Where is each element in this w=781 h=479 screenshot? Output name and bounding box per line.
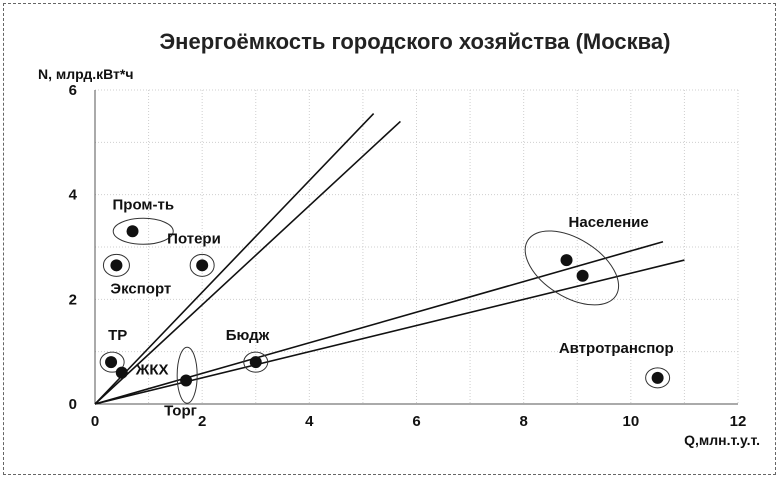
y-tick-label: 6 xyxy=(69,82,77,99)
chart-frame xyxy=(3,3,776,475)
point-label: ТР xyxy=(108,327,127,344)
data-point xyxy=(560,254,573,267)
data-point xyxy=(180,374,193,387)
trend-line xyxy=(94,259,685,405)
y-tick-label: 2 xyxy=(69,291,77,308)
x-tick-label: 6 xyxy=(412,413,420,430)
cluster-ellipse xyxy=(645,367,671,389)
axes: 0 2 4 6 8 10 12 0 2 4 6 xyxy=(69,82,747,430)
point-label: Пром-ть xyxy=(113,196,175,213)
data-points xyxy=(105,225,664,387)
cluster-ellipse xyxy=(112,217,174,245)
data-point xyxy=(576,269,589,282)
data-point xyxy=(249,356,262,369)
cluster-ellipses xyxy=(99,217,671,404)
x-tick-label: 8 xyxy=(519,413,527,430)
data-point xyxy=(105,356,118,369)
cluster-ellipse xyxy=(176,346,198,404)
point-label: Потери xyxy=(167,230,221,247)
x-axis-label: Q,млн.т.у.т. xyxy=(684,432,760,448)
point-label: Торг xyxy=(164,402,197,419)
point-label: Население xyxy=(569,214,649,231)
point-label: ЖКХ xyxy=(135,362,169,379)
x-tick-label: 0 xyxy=(91,413,99,430)
data-point xyxy=(651,371,664,384)
point-labels: Пром-ть Экспорт Потери ТР ЖКХ Торг Бюдж Населен… xyxy=(108,196,674,419)
data-point xyxy=(115,366,128,379)
chart-title: Энергоёмкость городского хозяйства (Моск… xyxy=(160,29,671,54)
cluster-ellipse xyxy=(189,253,215,277)
trend-line xyxy=(94,120,401,405)
y-axis-label: N, млрд.кВт*ч xyxy=(38,66,133,82)
cluster-ellipse xyxy=(102,253,130,277)
x-tick-label: 12 xyxy=(730,413,747,430)
x-tick-label: 2 xyxy=(198,413,206,430)
data-point xyxy=(126,225,139,238)
y-tick-label: 0 xyxy=(69,396,77,413)
data-point xyxy=(196,259,209,272)
data-point xyxy=(110,259,123,272)
point-label: Автротранспор xyxy=(559,340,674,357)
x-tick-label: 4 xyxy=(305,413,314,430)
cluster-ellipse xyxy=(524,230,620,306)
y-tick-label: 4 xyxy=(69,187,78,204)
cluster-ellipse xyxy=(243,351,269,373)
cluster-ellipse xyxy=(99,351,125,373)
point-label: Бюдж xyxy=(226,327,270,344)
trend-lines xyxy=(94,112,685,405)
x-tick-label: 10 xyxy=(622,413,639,430)
trend-line xyxy=(94,112,375,405)
point-label: Экспорт xyxy=(110,280,171,297)
